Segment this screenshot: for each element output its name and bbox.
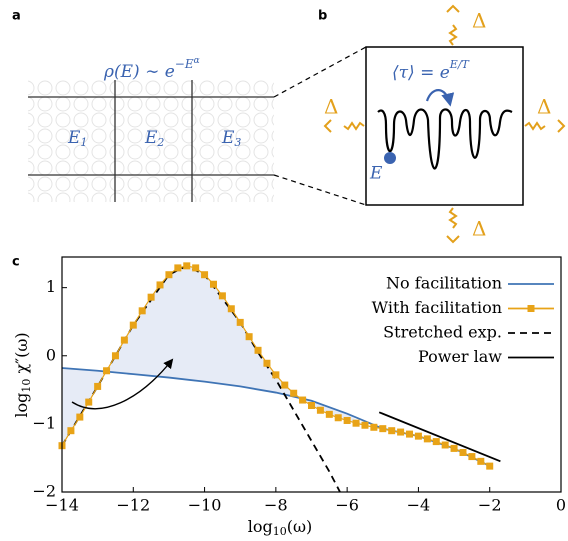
legend-label: Stretched exp. [383,323,502,342]
series-line [378,411,501,463]
x-tick-label: −4 [407,496,431,515]
plot-frame [61,256,562,493]
marker [441,441,449,449]
marker [103,367,111,375]
marker [299,396,307,404]
marker [209,280,217,288]
state-dot [384,152,396,164]
delta-label: Δ [472,9,486,33]
cell-texture [28,80,274,202]
marker [388,427,396,435]
zoom-box [365,46,524,206]
marker [397,428,405,436]
marker [120,336,128,344]
x-tick-label: 0 [556,496,566,515]
density-formula: ρ(E) ∼ e−Eα [103,56,200,82]
legend-marker [527,305,535,312]
marker [281,381,289,389]
marker [76,413,84,421]
marker [245,333,253,341]
marker [290,389,298,397]
region-label: E1 [67,128,87,150]
hop-arrow [425,89,455,107]
marker [174,264,182,272]
energy-landscape [377,108,513,170]
marker [263,359,271,367]
marker [406,430,414,438]
delta-label: Δ [324,95,338,119]
delta-label: Δ [472,217,486,241]
marker [156,281,164,289]
panel-label: c [12,255,20,270]
marker [468,453,476,461]
marker [147,293,155,301]
marker [85,398,93,406]
panel-label: b [318,9,327,24]
legend-label: No facilitation [386,274,502,293]
region-label: E3 [221,128,241,150]
marker [254,346,262,354]
marker [316,406,324,414]
marker [227,305,235,313]
x-axis-label: log10(ω) [248,517,313,538]
marker [486,462,494,470]
marker [414,432,422,440]
marker [138,307,146,315]
y-tick-label: 1 [46,277,56,296]
x-tick-label: −8 [264,496,288,515]
marker [432,438,440,446]
marker [361,421,369,429]
marker [236,318,244,326]
delta-arrows [323,4,566,244]
x-tick-label: −12 [116,496,150,515]
marker [379,425,387,433]
y-tick-label: −1 [32,413,56,432]
marker [334,414,342,422]
y-tick-label: 0 [46,345,56,364]
zoom-lines [273,46,367,206]
marker [94,382,102,390]
y-axis-label: log10 χ″(ω) [12,332,34,417]
state-label: E [369,164,383,184]
x-tick-label: −14 [45,496,79,515]
marker [343,416,351,424]
marker [477,457,485,465]
panel-label: a [12,9,21,24]
marker [129,321,137,329]
shaded-area [62,265,365,446]
marker [272,371,280,379]
marker [201,271,209,279]
marker [218,292,226,300]
marker [459,448,467,456]
marker [423,435,431,443]
time-formula: ⟨τ⟩ = eE/T [392,58,471,83]
region-label: E2 [144,128,164,150]
marker [111,352,119,360]
x-tick-label: −6 [335,496,359,515]
plot: −14 −12 −10 −8 −6 −4 −2 0−2−101 [32,262,566,515]
marker [352,419,360,427]
marker [183,262,191,270]
marker [67,427,75,435]
legend-label: Power law [418,347,502,366]
grid-lines-a [28,80,274,202]
x-tick-label: −10 [188,496,222,515]
x-tick-label: −2 [478,496,502,515]
marker [165,271,173,279]
y-tick-label: −2 [32,482,56,501]
marker [192,264,200,272]
marker [450,444,458,452]
marker [325,410,333,418]
marker [308,401,315,409]
annotation-arrow [71,358,174,410]
legend-label: With facilitation [372,298,502,317]
marker [370,423,378,431]
delta-label: Δ [537,95,551,119]
